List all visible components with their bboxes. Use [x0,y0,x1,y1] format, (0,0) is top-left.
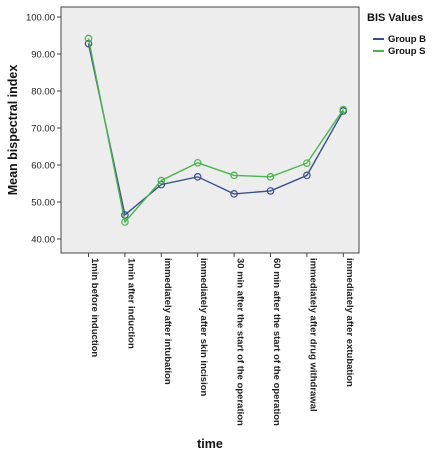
plot-area [60,6,360,254]
y-tick-label: 70.00 [31,124,55,135]
data-point-group-b [121,211,129,219]
data-point-group-b [266,187,275,195]
y-tick-label: 90.00 [31,50,55,61]
legend-title: BIS Values [367,12,423,24]
x-tick-label: immediately after skin incision [198,258,209,397]
y-axis-title: Mean bispectral index [6,65,20,196]
data-point-group-b [230,190,238,198]
y-axis: 40.00 50.00 60.00 70.00 80.00 90.00 100.00 [26,13,61,246]
data-point-group-s [230,171,238,180]
data-point-group-s [266,173,275,181]
x-axis: 1min before induction 1min after inductio… [88,253,355,426]
data-point-group-s [121,218,129,226]
data-point-group-b [303,171,311,180]
series-layer [84,34,348,226]
y-tick-label: 40.00 [31,235,55,246]
x-tick-label: immediately after intubation [162,258,173,385]
x-tick-label: 1min after induction [125,258,136,349]
legend-label-group-b: Group B [388,34,426,45]
x-tick-label: immediately after extubation [344,258,355,387]
data-point-group-s [157,176,166,185]
x-axis-title: time [197,437,223,451]
legend-label-group-s: Group S [388,46,425,57]
y-tick-label: 60.00 [31,161,55,172]
y-tick-label: 100.00 [26,13,55,24]
y-tick-label: 50.00 [31,198,55,209]
series-line-group-s [87,38,344,224]
data-point-group-b [193,173,202,181]
data-point-group-s [303,159,311,167]
data-point-group-s [84,34,93,43]
y-tick-label: 80.00 [31,87,55,98]
data-point-group-s [339,105,348,114]
x-tick-label: immediately after drug withdrawal [307,258,318,412]
x-tick-label: 60 min after the start of the operation [271,258,282,426]
x-tick-label: 30 min after the start of the operation [235,258,246,426]
data-point-group-s [193,158,202,167]
series-line-group-b [87,43,344,217]
x-tick-label: 1min before induction [89,258,100,357]
legend: BIS Values Group B Group S [367,12,426,57]
